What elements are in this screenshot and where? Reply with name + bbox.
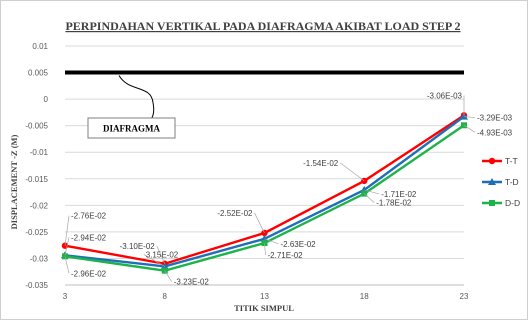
data-label: -2.76E-02 — [71, 212, 107, 221]
legend-label: T-T — [505, 156, 518, 166]
data-label: -2.52E-02 — [217, 209, 253, 218]
label-leader — [264, 238, 279, 245]
chart-title: PERPINDAHAN VERTIKAL PADA DIAFRAGMA AKIB… — [65, 19, 460, 33]
data-label: -3.10E-02 — [120, 242, 156, 251]
x-tick-labels: 3 8 13 18 23 — [63, 292, 469, 301]
label-leader — [264, 243, 266, 256]
legend-label: D-D — [505, 198, 520, 208]
y-tick-label: -0.025 — [25, 228, 48, 237]
data-label: -3.23E-02 — [174, 278, 210, 287]
data-label: -2.96E-02 — [71, 269, 107, 278]
data-point — [460, 112, 468, 120]
x-tick-label: 23 — [460, 292, 469, 301]
label-leader — [164, 270, 173, 282]
y-tick-label: 0.01 — [32, 42, 48, 51]
label-leader — [340, 162, 365, 182]
y-tick-label: -0.02 — [30, 201, 49, 210]
legend: T-T T-D D-D — [482, 156, 520, 208]
data-label: -3.29E-03 — [477, 114, 513, 123]
y-axis-label: DISPLACEMENT -Z (M) — [9, 134, 19, 229]
label-leader — [156, 245, 166, 264]
data-label: 3.15E-02 — [146, 250, 179, 259]
data-label: -1.54E-02 — [303, 159, 339, 168]
label-leader — [64, 215, 70, 246]
x-tick-label: 8 — [163, 292, 168, 301]
label-leader — [364, 189, 380, 195]
x-tick-label: 13 — [260, 292, 269, 301]
legend-marker — [489, 200, 495, 206]
y-tick-label: -0.015 — [25, 175, 48, 184]
y-tick-label: 0 — [44, 95, 49, 104]
label-leader — [463, 116, 476, 118]
data-label: -1.71E-02 — [381, 190, 417, 199]
x-axis-label: TITIK SIMPUL — [234, 303, 294, 313]
data-labels: -2.76E-02 -3.10E-02 -2.52E-02 -1.54E-02 -3.0… — [64, 91, 513, 287]
label-leader — [463, 124, 476, 133]
label-leader — [64, 237, 70, 256]
data-point — [62, 253, 68, 260]
label-leader — [254, 212, 265, 234]
legend-label: T-D — [505, 177, 519, 187]
y-tick-labels: 0.01 0.005 0 -0.005 -0.01 -0.015 -0.02 -0.025 -0… — [25, 42, 48, 290]
label-leader — [364, 193, 375, 203]
data-label: -2.94E-02 — [71, 233, 107, 242]
y-tick-label: 0.005 — [28, 69, 49, 78]
y-tick-label: -0.035 — [25, 281, 48, 290]
y-tick-label: -0.005 — [25, 122, 48, 131]
y-tick-label: -0.03 — [30, 254, 49, 263]
data-label: -4.93E-03 — [477, 128, 513, 137]
x-tick-label: 18 — [360, 292, 369, 301]
data-label: -1.78E-02 — [376, 199, 412, 208]
label-leader — [143, 254, 165, 267]
callout-box — [87, 117, 176, 139]
callout-label: DIAFRAGMA — [103, 124, 160, 134]
diafragma-callout: DIAFRAGMA — [87, 75, 176, 139]
data-label: -2.71E-02 — [268, 251, 304, 260]
y-tick-label: -0.01 — [30, 148, 49, 157]
data-label: -3.06E-03 — [427, 91, 463, 100]
legend-marker — [488, 178, 496, 185]
label-leader — [64, 256, 70, 274]
data-label: -2.63E-02 — [281, 240, 317, 249]
x-tick-label: 3 — [63, 292, 68, 301]
legend-marker — [488, 157, 496, 165]
